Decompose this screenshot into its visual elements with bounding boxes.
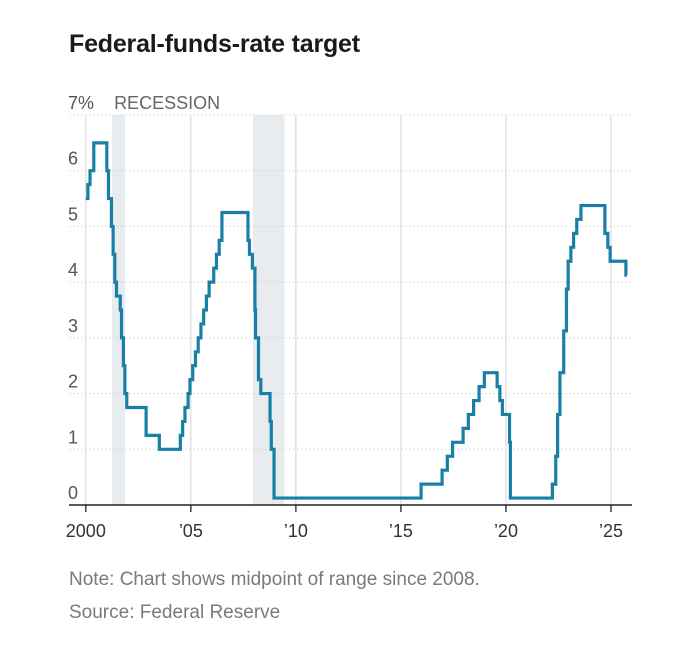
x-tick-label-2020: ’20 xyxy=(494,521,518,541)
chart-source: Source: Federal Reserve xyxy=(69,602,281,623)
vertical-gridlines xyxy=(85,115,612,505)
x-tick-label-2015: ’15 xyxy=(389,521,413,541)
x-axis-ticks: 2000 ’05 ’10 ’15 ’20 ’25 xyxy=(66,505,623,541)
y-tick-label-7: 7% xyxy=(68,93,94,113)
y-tick-label-4: 4 xyxy=(68,260,78,280)
x-tick-label-2010: ’10 xyxy=(284,521,308,541)
recession-band-1 xyxy=(112,115,126,505)
recession-band-2 xyxy=(252,115,285,505)
x-tick-label-2025: ’25 xyxy=(599,521,623,541)
y-axis-labels: 0 1 2 3 4 5 6 7% xyxy=(68,93,94,503)
x-tick-label-2005: ’05 xyxy=(179,521,203,541)
y-tick-label-1: 1 xyxy=(68,427,78,447)
y-tick-label-2: 2 xyxy=(68,372,78,392)
chart-note: Note: Chart shows midpoint of range sinc… xyxy=(69,569,480,590)
chart-title: Federal-funds-rate target xyxy=(69,30,360,58)
y-tick-label-0: 0 xyxy=(68,483,78,503)
recession-label: RECESSION xyxy=(114,93,220,113)
recession-bands xyxy=(112,115,285,505)
y-tick-label-5: 5 xyxy=(68,204,78,224)
y-tick-label-6: 6 xyxy=(68,149,78,169)
y-tick-label-3: 3 xyxy=(68,316,78,336)
series-line-1 xyxy=(85,141,628,500)
series xyxy=(85,141,628,500)
x-tick-label-2000: 2000 xyxy=(66,521,106,541)
horizontal-gridlines xyxy=(69,114,632,450)
